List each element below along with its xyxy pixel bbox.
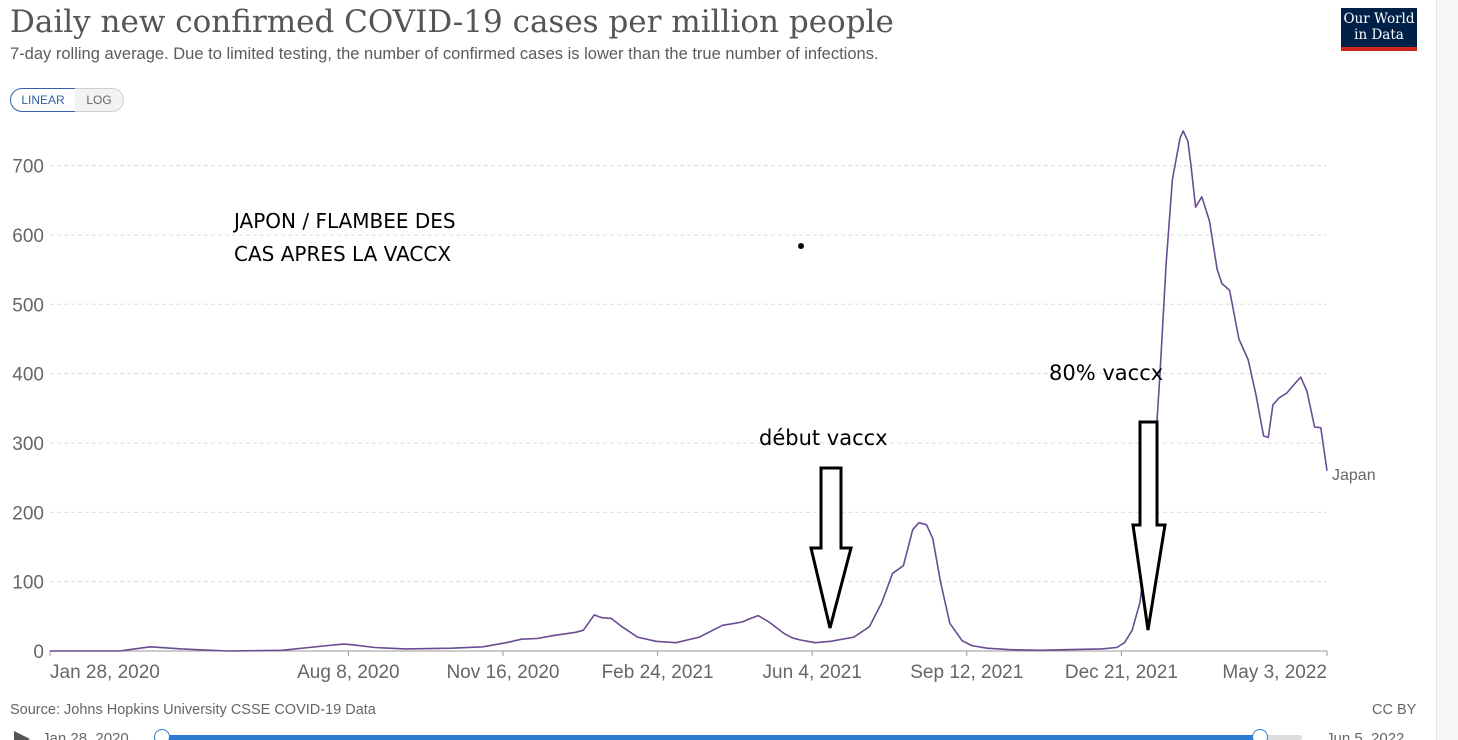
arrow-debut-vaccx: [809, 466, 853, 629]
x-tick-label: Dec 21, 2021: [1065, 662, 1178, 683]
series-line-japan[interactable]: [50, 130, 1328, 652]
y-tick-label: 500: [12, 295, 44, 316]
annotation-80-vaccx: 80% vaccx: [1049, 361, 1163, 385]
x-tick-label: Sep 12, 2021: [910, 662, 1023, 683]
stray-dot: [798, 243, 804, 249]
annotation-title-line-2: CAS APRES LA VACCX: [234, 242, 451, 266]
owid-logo[interactable]: Our World in Data: [1341, 8, 1417, 51]
chart-subtitle: 7-day rolling average. Due to limited te…: [10, 45, 879, 63]
play-icon[interactable]: [14, 731, 30, 740]
y-tick-label: 400: [12, 365, 44, 386]
timeline-end-handle[interactable]: [1252, 729, 1268, 740]
y-tick-label: 100: [12, 573, 44, 594]
linear-scale-button[interactable]: LINEAR: [10, 88, 76, 112]
timeline-start-label: Jan 28, 2020: [42, 730, 129, 740]
scrollbar[interactable]: [1436, 0, 1458, 740]
x-tick-label: Nov 16, 2020: [446, 662, 559, 683]
logo-line-2: in Data: [1354, 27, 1404, 43]
x-tick-label: Aug 8, 2020: [297, 662, 399, 683]
chart: 0 100 200 300 400 500 600 700 Jan 28, 2020 Aug 8…: [12, 130, 1376, 683]
x-axis: Jan 28, 2020 Aug 8, 2020 Nov 16, 2020 Feb 2…: [49, 650, 1328, 683]
annotation-debut-vaccx: début vaccx: [759, 426, 888, 450]
x-tick-label: Jan 28, 2020: [50, 662, 160, 683]
series-label-japan[interactable]: Japan: [1332, 467, 1376, 484]
timeline: Jan 28, 2020 Jun 5, 2022: [0, 725, 1436, 740]
timeline-end-label: Jun 5, 2022: [1326, 730, 1405, 740]
license-link[interactable]: CC BY: [1372, 702, 1417, 718]
y-tick-label: 0: [33, 642, 44, 663]
chart-title: Daily new confirmed COVID-19 cases per m…: [10, 4, 894, 40]
timeline-start-handle[interactable]: [154, 729, 170, 740]
gridlines: [50, 165, 1327, 583]
x-tick-label: Jun 4, 2021: [763, 662, 862, 683]
x-tick-label: May 3, 2022: [1222, 662, 1327, 683]
y-tick-label: 600: [12, 226, 44, 247]
annotation-title-line-1: JAPON / FLAMBEE DES: [232, 209, 456, 233]
y-tick-label: 200: [12, 503, 44, 524]
y-tick-label: 700: [12, 157, 44, 178]
x-tick-label: Feb 24, 2021: [602, 662, 714, 683]
source-note[interactable]: Source: Johns Hopkins University CSSE CO…: [10, 702, 376, 718]
y-axis: 0 100 200 300 400 500 600 700: [12, 157, 44, 663]
logo-line-1: Our World: [1343, 11, 1415, 27]
y-tick-label: 300: [12, 434, 44, 455]
arrow-80-vaccx: [1131, 420, 1167, 631]
log-scale-button[interactable]: LOG: [75, 88, 124, 112]
timeline-range[interactable]: [162, 735, 1260, 740]
